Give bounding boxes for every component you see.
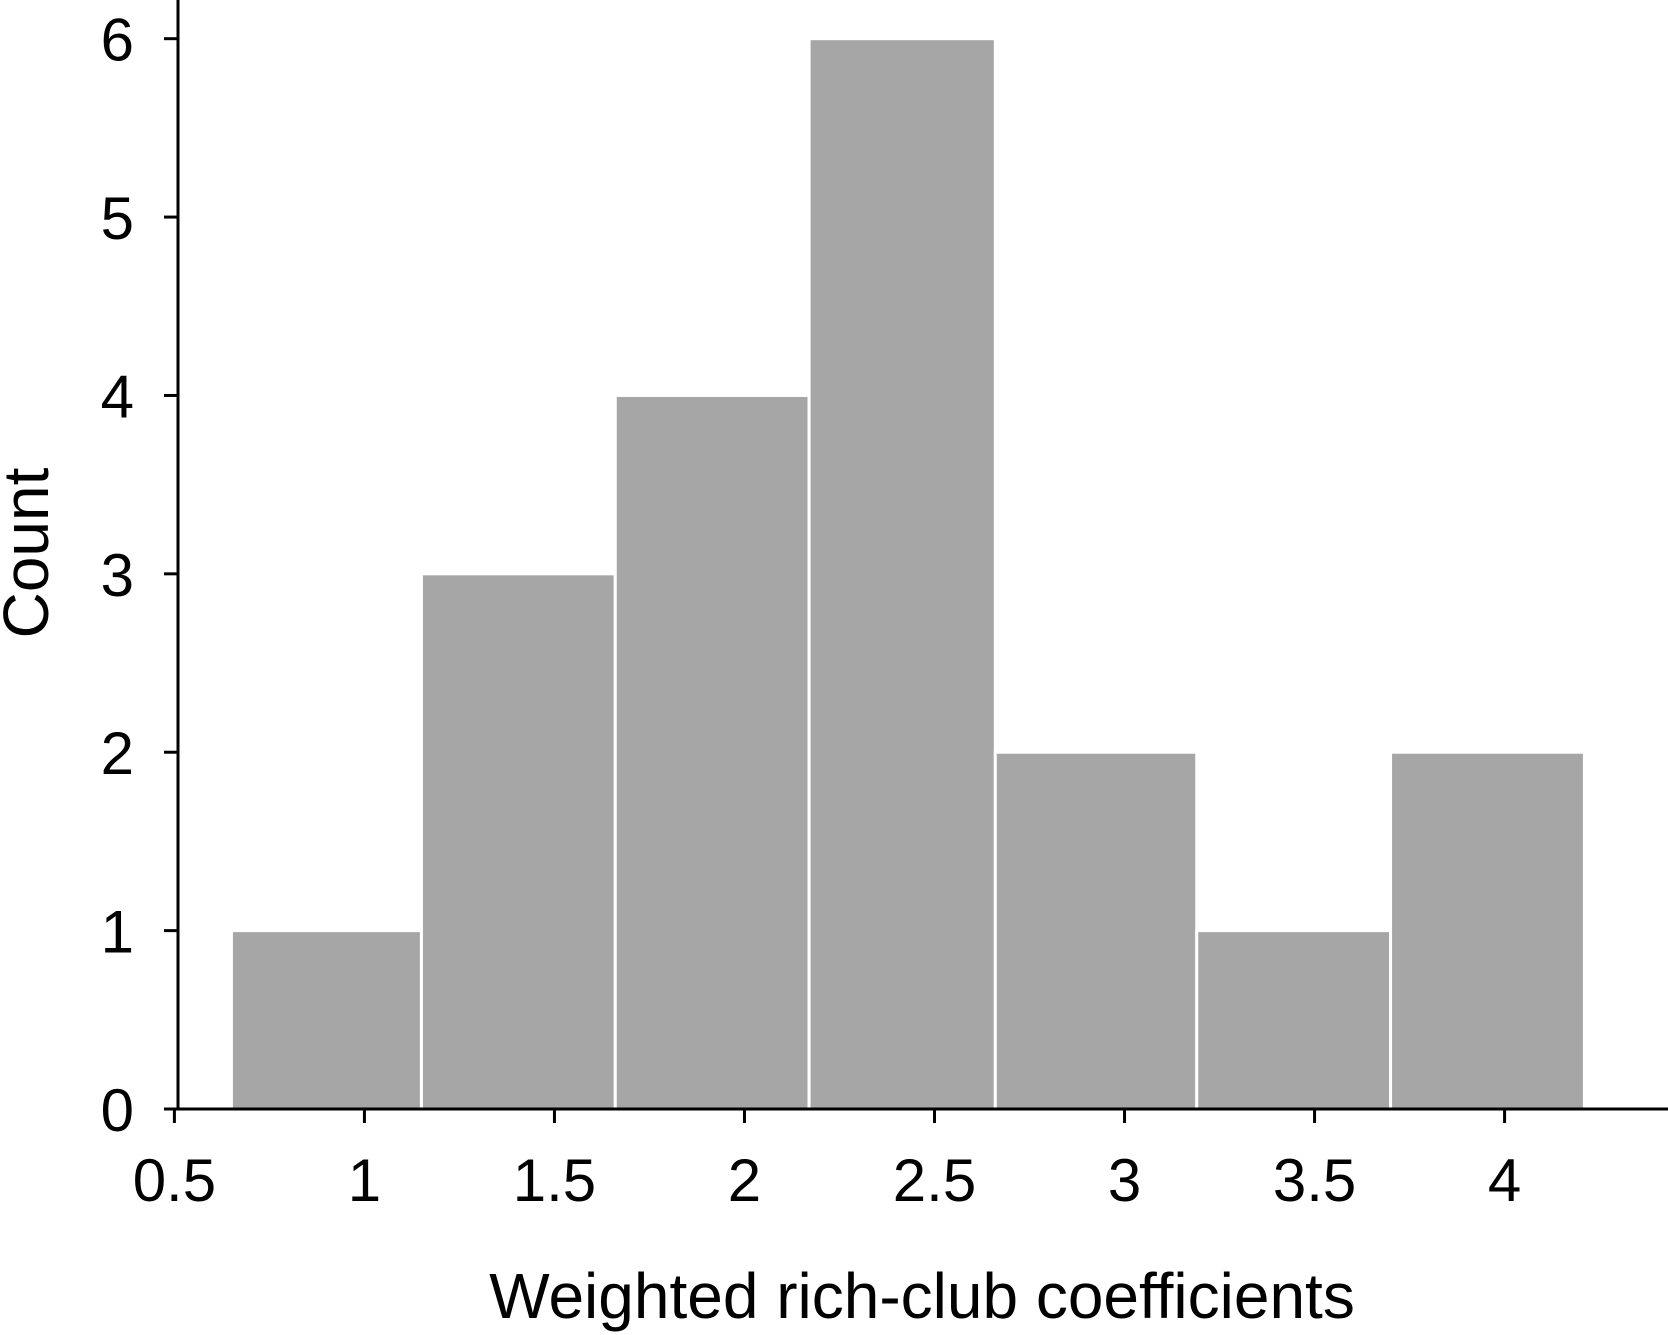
y-tick-label: 3 [101, 542, 134, 609]
histogram-bar [613, 393, 811, 1111]
histogram-bar [229, 929, 423, 1111]
y-tick-label: 6 [101, 7, 134, 74]
y-tick-label: 2 [101, 720, 134, 787]
histogram-bar [993, 750, 1199, 1111]
bars [229, 37, 1586, 1111]
x-tick-label: 1 [348, 1147, 381, 1214]
axes [176, 0, 1668, 1111]
y-tick-label: 4 [101, 363, 134, 430]
x-tick-label: 1.5 [513, 1147, 596, 1214]
histogram-bar [419, 572, 617, 1111]
x-tick-label: 3 [1108, 1147, 1141, 1214]
y-axis-title: Count [0, 467, 62, 638]
x-tick-label: 0.5 [133, 1147, 216, 1214]
x-tick-label: 3.5 [1273, 1147, 1356, 1214]
x-ticks: 0.5 1 1.5 2 2.5 3 3.5 4 [133, 1109, 1521, 1214]
x-tick-label: 2 [728, 1147, 761, 1214]
y-tick-label: 1 [101, 899, 134, 966]
y-tick-label: 5 [101, 185, 134, 252]
histogram-bar [1389, 750, 1586, 1111]
histogram-bar [1195, 929, 1393, 1111]
x-axis-title: Weighted rich-club coefficients [489, 1260, 1355, 1332]
histogram-bar [807, 37, 997, 1111]
x-tick-label: 2.5 [893, 1147, 976, 1214]
y-ticks: 0 1 2 3 4 5 6 [101, 7, 178, 1144]
y-tick-label: 0 [101, 1077, 134, 1144]
x-tick-label: 4 [1488, 1147, 1521, 1214]
